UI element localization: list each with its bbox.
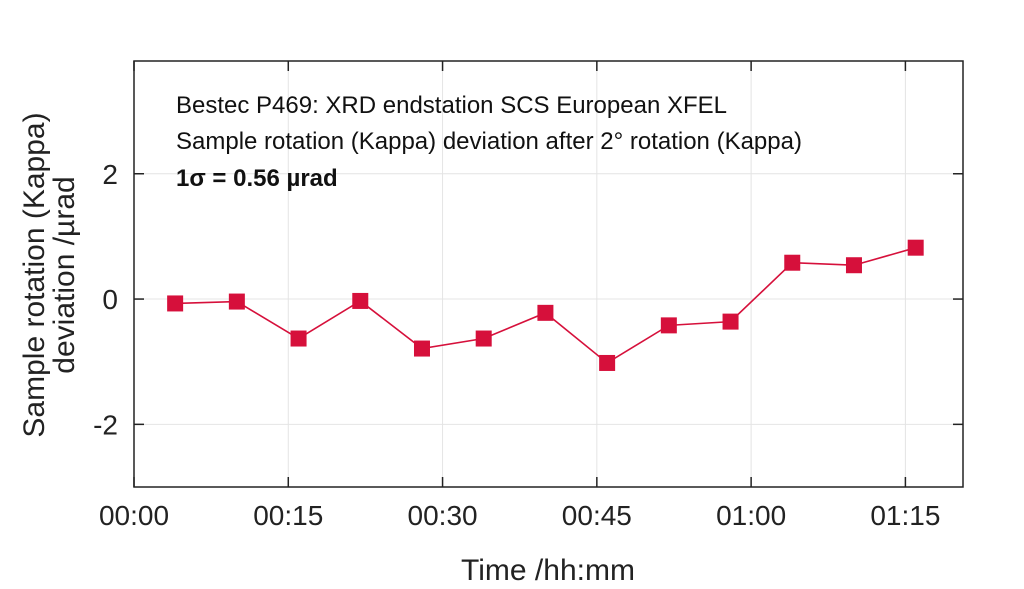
plot-background bbox=[134, 61, 963, 487]
data-point-marker bbox=[907, 239, 924, 256]
data-point-marker bbox=[599, 354, 616, 371]
data-point-marker bbox=[475, 330, 492, 347]
data-point-marker bbox=[228, 293, 245, 310]
data-point-marker bbox=[660, 317, 677, 334]
x-tick-labels: 00:00 00:15 00:30 00:45 01:00 01:15 bbox=[99, 500, 940, 531]
x-tick-label: 01:00 bbox=[716, 500, 786, 531]
annotation-line-1: Bestec P469: XRD endstation SCS European… bbox=[176, 92, 727, 119]
x-tick-label: 01:15 bbox=[870, 500, 940, 531]
annotation-line-2: Sample rotation (Kappa) deviation after … bbox=[176, 128, 802, 155]
x-tick-label: 00:30 bbox=[408, 500, 478, 531]
data-point-marker bbox=[784, 254, 801, 271]
data-point-marker bbox=[352, 292, 369, 309]
x-tick-label: 00:45 bbox=[562, 500, 632, 531]
x-tick-label: 00:15 bbox=[253, 500, 323, 531]
y-axis-title-line-1: Sample rotation (Kappa) bbox=[18, 112, 51, 437]
annotation-sigma: 1σ = 0.56 µrad bbox=[176, 165, 338, 192]
data-point-marker bbox=[722, 313, 739, 330]
data-point-marker bbox=[167, 295, 184, 312]
data-point-marker bbox=[845, 257, 862, 274]
y-tick-label: -2 bbox=[93, 409, 118, 440]
x-axis-title: Time /hh:mm bbox=[461, 554, 635, 587]
plot-frame bbox=[133, 60, 964, 488]
x-tick-label: 00:00 bbox=[99, 500, 169, 531]
series-group bbox=[167, 239, 924, 371]
data-point-marker bbox=[413, 340, 430, 357]
data-point-marker bbox=[290, 330, 307, 347]
y-tick-label: 0 bbox=[102, 284, 118, 315]
y-tick-label: 2 bbox=[102, 159, 118, 190]
y-axis-title-line-2: deviation /µrad bbox=[48, 176, 81, 373]
y-tick-labels: 2 0 -2 bbox=[93, 159, 118, 441]
data-point-marker bbox=[537, 304, 554, 321]
grid-lines bbox=[134, 61, 963, 487]
axis-ticks bbox=[133, 61, 963, 487]
